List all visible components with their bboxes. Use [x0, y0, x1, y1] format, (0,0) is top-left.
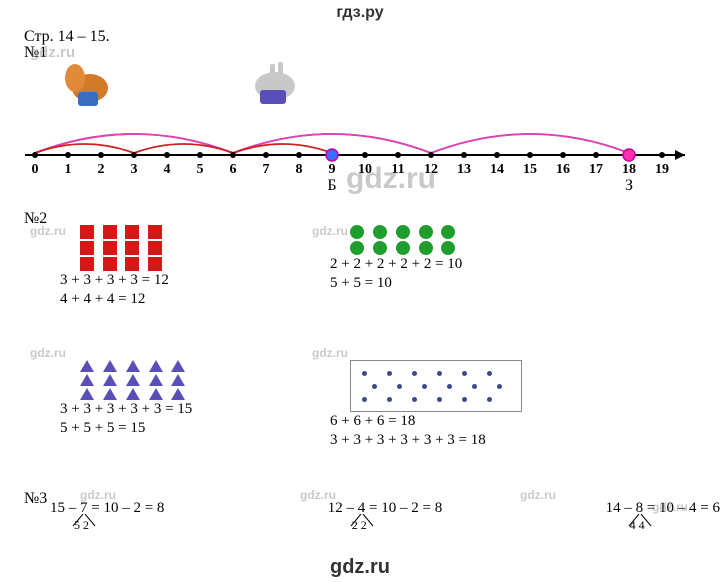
- task3-row: 15 – 7 = 10 – 2 = 85 2 12 – 4 = 10 – 2 = …: [50, 500, 720, 517]
- task3-item: 14 – 8 = 10 – 4 = 64 4: [606, 500, 720, 517]
- svg-text:7: 7: [263, 162, 270, 177]
- svg-text:18: 18: [622, 162, 636, 177]
- task2-block: 6 + 6 + 6 = 183 + 3 + 3 + 3 + 3 + 3 = 18: [330, 360, 522, 450]
- dots-box: [350, 360, 522, 412]
- equation-line: 5 + 5 + 5 = 15: [60, 419, 192, 438]
- svg-text:4: 4: [164, 162, 171, 177]
- task2-block: 2 + 2 + 2 + 2 + 2 = 105 + 5 = 10: [330, 225, 462, 293]
- svg-text:16: 16: [556, 162, 570, 177]
- task3-split: 5 2: [74, 518, 89, 533]
- watermark: gdz.ru: [312, 346, 348, 360]
- task3-expression: 15 – 7 = 10 – 2 = 8: [50, 500, 164, 517]
- svg-text:2: 2: [98, 162, 105, 177]
- shape-grid: [80, 360, 192, 400]
- svg-text:17: 17: [589, 162, 603, 177]
- svg-text:13: 13: [457, 162, 471, 177]
- svg-text:8: 8: [296, 162, 303, 177]
- svg-text:1: 1: [65, 162, 72, 177]
- squirrel-icon: [65, 64, 108, 106]
- task3-split: 2 2: [352, 518, 367, 533]
- task3-item: 12 – 4 = 10 – 2 = 82 2: [328, 500, 442, 517]
- task3-label: №3: [24, 490, 47, 508]
- task2-label: №2: [24, 210, 47, 228]
- svg-text:10: 10: [358, 162, 372, 177]
- svg-text:5: 5: [197, 162, 204, 177]
- equation-line: 5 + 5 = 10: [330, 274, 462, 293]
- shape-grid: [350, 225, 462, 255]
- task3-expression: 12 – 4 = 10 – 2 = 8: [328, 500, 442, 517]
- svg-text:6: 6: [230, 162, 237, 177]
- svg-text:Б: Б: [327, 177, 336, 190]
- svg-text:З: З: [625, 177, 633, 190]
- equation-line: 4 + 4 + 4 = 12: [60, 290, 169, 309]
- task3-item: 15 – 7 = 10 – 2 = 85 2: [50, 500, 164, 517]
- watermark: gdz.ru: [30, 346, 66, 360]
- svg-text:15: 15: [523, 162, 537, 177]
- svg-text:3: 3: [131, 162, 138, 177]
- site-footer: gdz.ru: [0, 556, 720, 579]
- task2-block: 3 + 3 + 3 + 3 = 124 + 4 + 4 = 12: [60, 225, 169, 309]
- rabbit-icon: [255, 62, 295, 104]
- svg-text:14: 14: [490, 162, 504, 177]
- equation-line: 6 + 6 + 6 = 18: [330, 412, 522, 431]
- equation-line: 3 + 3 + 3 + 3 = 12: [60, 271, 169, 290]
- task3-split: 4 4: [630, 518, 645, 533]
- equation-line: 3 + 3 + 3 + 3 + 3 + 3 = 18: [330, 431, 522, 450]
- equation-line: 2 + 2 + 2 + 2 + 2 = 10: [330, 255, 462, 274]
- svg-text:9: 9: [329, 162, 336, 177]
- task3-expression: 14 – 8 = 10 – 4 = 6: [606, 500, 720, 517]
- shape-grid: [80, 225, 169, 271]
- svg-text:19: 19: [655, 162, 669, 177]
- site-header: гдз.ру: [0, 0, 720, 22]
- svg-text:12: 12: [424, 162, 438, 177]
- svg-text:0: 0: [32, 162, 39, 177]
- task2-block: 3 + 3 + 3 + 3 + 3 = 155 + 5 + 5 = 15: [60, 360, 192, 438]
- number-line: 012345678910111213141516171819 БЗ: [20, 60, 700, 190]
- svg-text:11: 11: [391, 162, 404, 177]
- equation-line: 3 + 3 + 3 + 3 + 3 = 15: [60, 400, 192, 419]
